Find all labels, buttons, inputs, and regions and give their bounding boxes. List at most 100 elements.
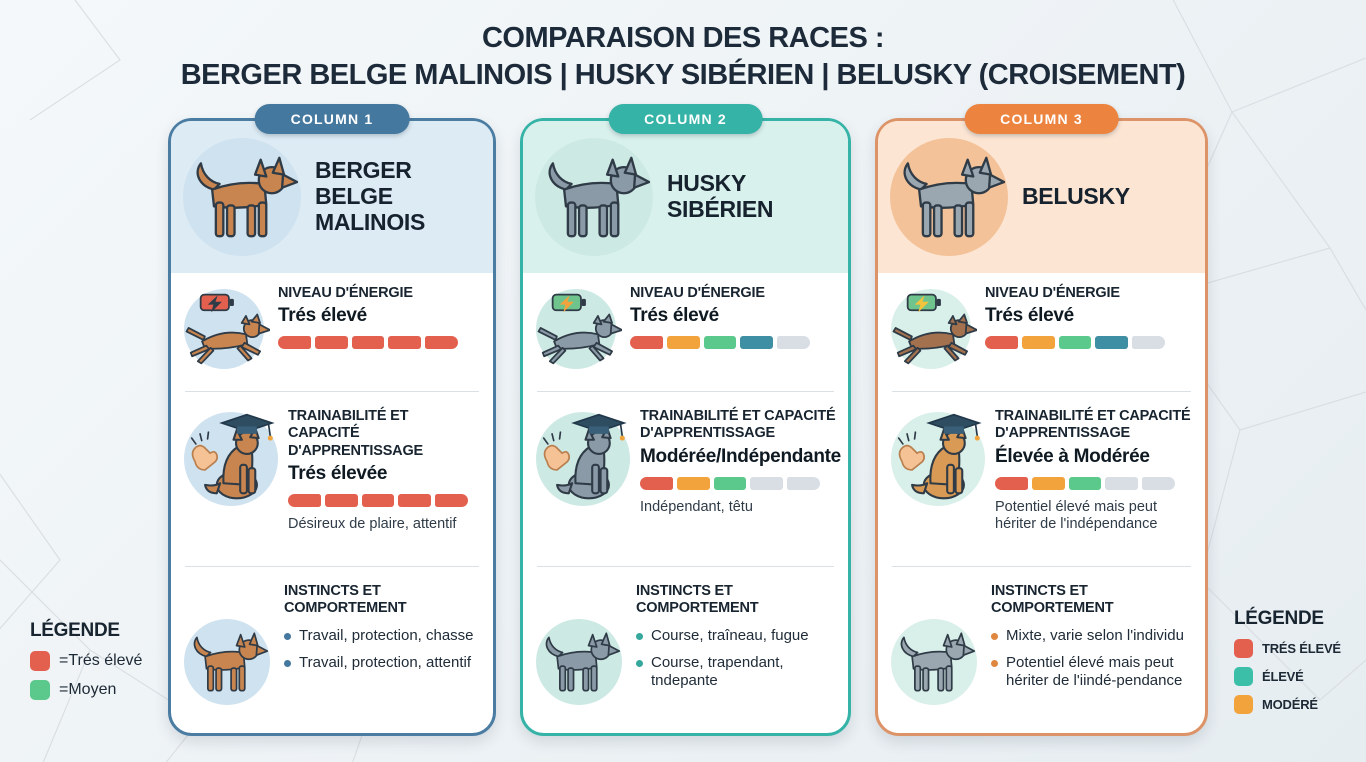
- legend-label: ÉLEVÉ: [1262, 669, 1304, 684]
- bar-segment-orange: [1031, 476, 1065, 490]
- graduation-cap-dog-snap-icon: [536, 412, 630, 506]
- bullet-text: Travail, protection, attentif: [299, 654, 472, 672]
- bar-segment-gray: [777, 336, 810, 350]
- legend-item: ÉLEVÉ: [1234, 667, 1341, 686]
- legend-label: =Moyen: [59, 681, 117, 698]
- energy-level-bar: [985, 336, 1165, 350]
- trainability-note: Désireux de plaire, attentif: [288, 516, 457, 533]
- instincts-list: Mixte, varie selon l'individu Potentiel …: [991, 627, 1195, 691]
- legend-swatch-orange: [1234, 695, 1253, 714]
- bar-segment-red: [985, 336, 1018, 350]
- column-tag: COLUMN 3: [964, 104, 1119, 134]
- standing-dog-icon: [184, 619, 270, 705]
- bullet-text: Course, trapendant, tndepante: [651, 654, 784, 690]
- breed-card-malinois: COLUMN 1 BERGER BELGE MALINOIS NIVEAU D'…: [168, 104, 496, 736]
- bar-segment-red: [398, 494, 432, 508]
- bullet-text: Mixte, varie selon l'individu: [1006, 626, 1184, 644]
- bar-segment-red: [388, 336, 422, 350]
- bar-segment-gray: [1132, 336, 1165, 350]
- bullet-dot: [991, 660, 998, 668]
- running-dog-battery-icon: [184, 289, 264, 369]
- bar-segment-teal: [1095, 336, 1129, 350]
- legend-swatch-green: [30, 680, 50, 700]
- legend-swatch-red: [1234, 639, 1253, 658]
- bar-segment-teal: [740, 336, 774, 350]
- divider: [185, 391, 479, 392]
- bar-segment-red: [640, 476, 673, 490]
- bullet-text: Course, traîneau, fugue: [651, 626, 809, 644]
- legend-right: LÉGENDE TRÉS ÉLEVÉ ÉLEVÉ MODÉRÉ: [1234, 608, 1341, 714]
- bar-segment-red: [351, 336, 385, 350]
- bullet-text: Potentiel élevé mais peut hériter de l'i…: [1006, 654, 1183, 690]
- husky-dog-illustration: [535, 138, 653, 256]
- card-header: BERGER BELGE MALINOIS: [171, 121, 493, 273]
- trainability-title: TRAINABILITÉ ET CAPACITÉ D'APPRENTISSAGE: [640, 408, 836, 442]
- instincts-section: INSTINCTS ET COMPORTEMENT Course, traîne…: [523, 571, 848, 711]
- trainability-title: TRAINABILITÉ ET CAPACITÉ D'APPRENTISSAGE: [995, 408, 1191, 442]
- bar-segment-gray: [787, 476, 820, 490]
- trainability-level-bar: [288, 494, 468, 508]
- bar-segment-green: [1058, 336, 1092, 350]
- divider: [537, 566, 834, 567]
- breed-name: HUSKY SIBÉRIEN: [667, 170, 774, 222]
- card-header: HUSKY SIBÉRIEN: [523, 121, 848, 273]
- bar-segment-red: [630, 336, 663, 350]
- graduation-cap-dog-snap-icon: [891, 412, 985, 506]
- energy-section: NIVEAU D'ÉNERGIE Trés élevé: [523, 273, 848, 387]
- energy-level-bar: [278, 336, 458, 350]
- bar-segment-red: [361, 494, 395, 508]
- instincts-section: INSTINCTS ET COMPORTEMENT Travail, prote…: [171, 571, 493, 711]
- legend-swatch-teal: [1234, 667, 1253, 686]
- instincts-title: INSTINCTS ET COMPORTEMENT: [991, 583, 1114, 617]
- trainability-value: Élevée à Modérée: [995, 445, 1150, 467]
- breed-card-belusky: COLUMN 3 BELUSKY NIVEAU D'ÉNERGIE Trés é…: [875, 104, 1208, 736]
- bar-segment-orange: [1021, 336, 1055, 350]
- energy-title: NIVEAU D'ÉNERGIE: [278, 285, 413, 301]
- energy-title: NIVEAU D'ÉNERGIE: [985, 285, 1120, 301]
- legend-item: MODÉRÉ: [1234, 695, 1341, 714]
- bar-segment-orange: [676, 476, 710, 490]
- belusky-dog-illustration: [890, 138, 1008, 256]
- legend-item: =Trés élevé: [30, 651, 142, 671]
- instincts-section: INSTINCTS ET COMPORTEMENT Mixte, varie s…: [878, 571, 1205, 711]
- running-dog-battery-icon: [536, 289, 616, 369]
- malinois-dog-illustration: [183, 138, 301, 256]
- energy-value: Trés élevé: [630, 305, 719, 327]
- title-line-2: BERGER BELGE MALINOIS | HUSKY SIBÉRIEN |…: [180, 59, 1186, 91]
- instincts-list: Course, traîneau, fugue Course, trapenda…: [636, 627, 838, 691]
- card-header: BELUSKY: [878, 121, 1205, 273]
- breed-card-husky: COLUMN 2 HUSKY SIBÉRIEN NIVEAU D'ÉNERGIE…: [520, 104, 851, 736]
- running-dog-battery-icon: [891, 289, 971, 369]
- list-item: Potentiel élevé mais peut hériter de l'i…: [991, 654, 1195, 691]
- legend-item: =Moyen: [30, 680, 142, 700]
- legend-label: =Trés élevé: [59, 652, 143, 669]
- divider: [537, 391, 834, 392]
- bar-segment-green: [713, 476, 747, 490]
- bar-segment-red: [995, 476, 1028, 490]
- bullet-dot: [991, 632, 998, 640]
- title-line-1: COMPARAISON DES RACES :: [481, 22, 885, 54]
- list-item: Course, trapendant, tndepante: [636, 654, 838, 691]
- legend-label: MODÉRÉ: [1262, 697, 1318, 712]
- energy-value: Trés élevé: [985, 305, 1074, 327]
- divider: [892, 566, 1191, 567]
- page-title: COMPARAISON DES RACES : BERGER BELGE MAL…: [0, 20, 1366, 94]
- energy-section: NIVEAU D'ÉNERGIE Trés élevé: [171, 273, 493, 387]
- bar-segment-red: [425, 336, 458, 350]
- instincts-title: INSTINCTS ET COMPORTEMENT: [284, 583, 407, 617]
- bullet-dot: [636, 632, 643, 640]
- legend-item: TRÉS ÉLEVÉ: [1234, 639, 1341, 658]
- bar-segment-gray: [750, 476, 784, 490]
- legend-title: LÉGENDE: [1234, 608, 1324, 629]
- legend-title: LÉGENDE: [30, 620, 120, 641]
- energy-level-bar: [630, 336, 810, 350]
- bullet-dot: [636, 660, 643, 668]
- list-item: Mixte, varie selon l'individu: [991, 627, 1195, 645]
- trainability-level-bar: [995, 476, 1175, 490]
- graduation-cap-dog-snap-icon: [184, 412, 278, 506]
- divider: [892, 391, 1191, 392]
- instincts-title: INSTINCTS ET COMPORTEMENT: [636, 583, 759, 617]
- column-tag: COLUMN 2: [608, 104, 763, 134]
- bar-segment-red: [288, 494, 321, 508]
- bullet-dot: [284, 660, 291, 668]
